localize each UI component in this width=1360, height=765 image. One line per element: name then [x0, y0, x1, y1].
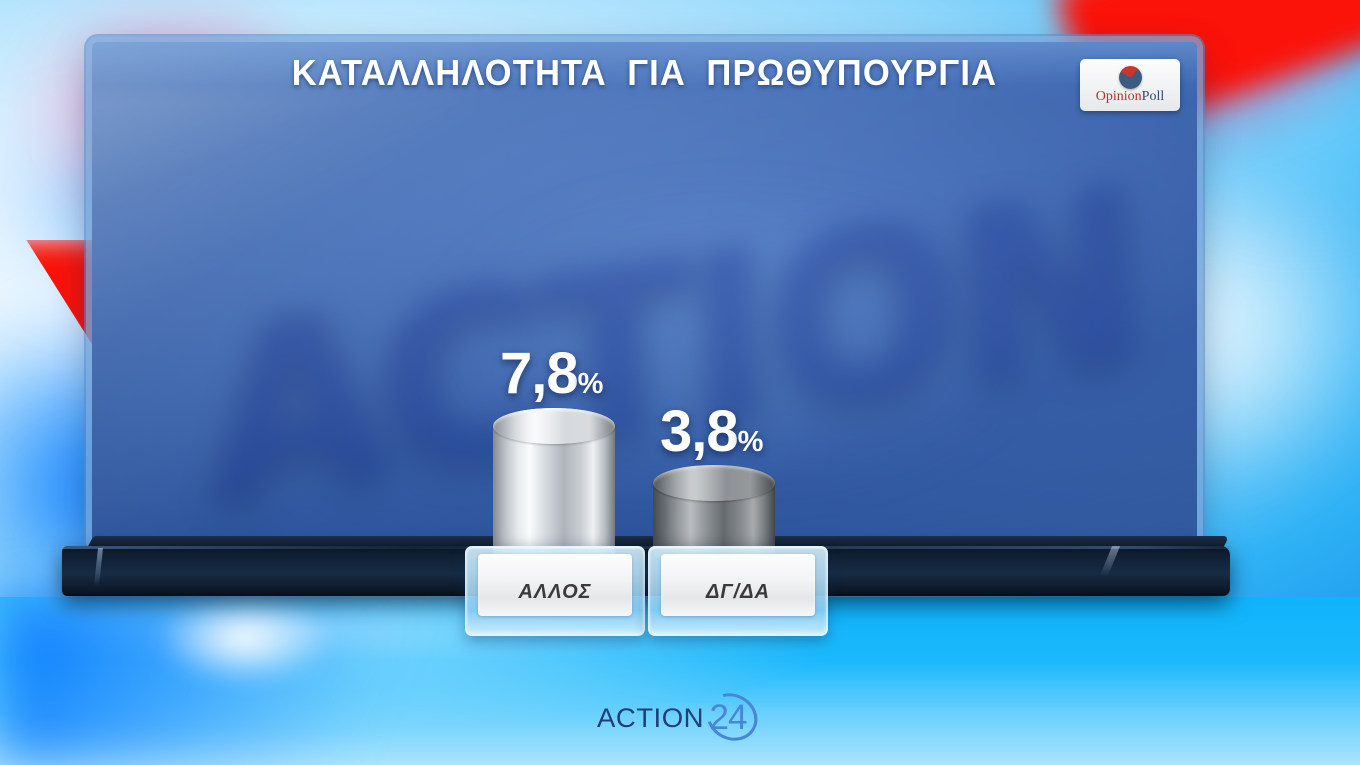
opinionpoll-logo: OpinionPoll — [1080, 59, 1180, 111]
category-plate-dg-da: ΔΓ/ΔΑ — [648, 546, 828, 636]
action24-wordmark: ACTION — [597, 702, 705, 733]
action24-logo: ACTION 24 — [0, 684, 1360, 750]
value-label-dg-da: 3,8% — [660, 403, 763, 461]
opinionpoll-word-poll: Poll — [1141, 89, 1165, 104]
page-title: ΚΑΤΑΛΛΗΛΟΤΗΤΑ ΓΙΑ ΠΡΩΘΥΠΟΥΡΓΙΑ — [291, 52, 998, 93]
bar-top-ellipse — [653, 465, 775, 501]
podium-shelf — [62, 536, 1234, 598]
value-label-allos: 7,8% — [500, 345, 603, 403]
panel-vignette — [92, 42, 1197, 548]
category-label: ΔΓ/ΔΑ — [705, 580, 771, 603]
action24-number-wrap: 24 — [697, 684, 766, 750]
glass-panel: ACTION ΚΑΤΑΛΛΗΛΟΤΗΤΑ ΓΙΑ ΠΡΩΘΥΠΟΥΡΓΙΑ Op… — [92, 42, 1197, 548]
percent-sign: % — [737, 426, 764, 458]
category-plate-allos: ΑΛΛΟΣ — [465, 546, 645, 636]
bar-dg-da — [653, 465, 775, 558]
pie-chart-icon — [1118, 66, 1142, 89]
floor-highlight — [150, 588, 340, 688]
percent-sign: % — [577, 368, 604, 400]
bar-top-ellipse — [493, 408, 615, 444]
value-number: 3,8 — [660, 399, 739, 464]
action24-number: 24 — [709, 698, 748, 737]
bar-top-shading — [493, 408, 615, 444]
panel-sheen — [92, 42, 1197, 548]
opinionpoll-word-opinion: Opinion — [1095, 89, 1142, 104]
plate-inner: ΑΛΛΟΣ — [478, 554, 632, 616]
bar-body — [493, 426, 615, 558]
bar-top-shading — [653, 465, 775, 501]
plate-inner: ΔΓ/ΔΑ — [661, 554, 815, 616]
opinionpoll-label: OpinionPoll — [1096, 90, 1164, 104]
shelf-front-face — [62, 546, 1230, 596]
bar-allos — [493, 408, 615, 558]
title-bar: ΚΑΤΑΛΛΗΛΟΤΗΤΑ ΓΙΑ ΠΡΩΘΥΠΟΥΡΓΙΑ — [92, 42, 1197, 104]
category-label: ΑΛΛΟΣ — [518, 580, 592, 603]
value-number: 7,8 — [500, 341, 579, 406]
